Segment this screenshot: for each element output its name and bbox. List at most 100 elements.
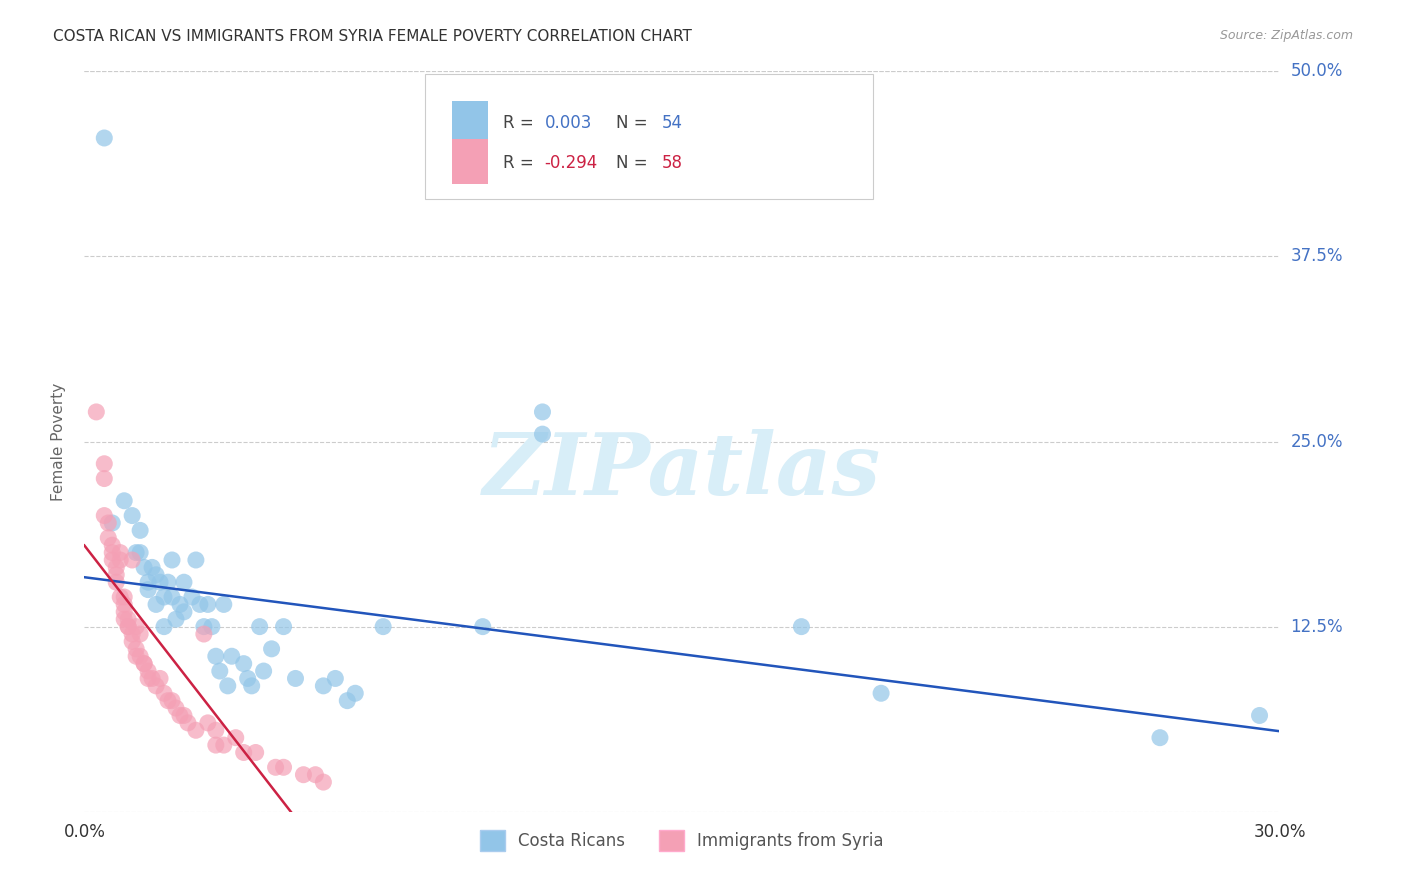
Point: [105, 575, 128, 590]
Point: [153, 590, 176, 604]
Point: [221, 649, 243, 664]
Point: [112, 598, 135, 612]
Text: ZIPatlas: ZIPatlas: [482, 429, 882, 513]
Point: [264, 760, 287, 774]
Point: [284, 672, 307, 686]
Point: [373, 619, 395, 633]
Point: [132, 560, 156, 574]
Text: 58: 58: [662, 154, 682, 172]
Point: [245, 746, 267, 760]
Point: [149, 672, 172, 686]
Point: [132, 657, 156, 671]
Point: [125, 641, 148, 656]
Text: 50.0%: 50.0%: [1291, 62, 1343, 80]
Point: [205, 723, 228, 738]
Point: [193, 627, 215, 641]
Point: [121, 508, 143, 523]
Point: [188, 598, 211, 612]
Point: [153, 686, 176, 700]
Point: [110, 590, 132, 604]
Point: [273, 619, 295, 633]
Point: [121, 627, 143, 641]
Point: [125, 649, 148, 664]
Point: [201, 619, 224, 633]
Text: 37.5%: 37.5%: [1291, 247, 1343, 266]
Point: [197, 715, 219, 730]
Y-axis label: Female Poverty: Female Poverty: [51, 383, 66, 500]
Text: -0.294: -0.294: [544, 154, 598, 172]
Point: [165, 701, 187, 715]
Point: [181, 590, 204, 604]
Point: [101, 553, 124, 567]
Point: [101, 516, 124, 530]
Point: [160, 590, 183, 604]
Point: [260, 641, 283, 656]
Point: [105, 560, 128, 574]
Point: [97, 516, 120, 530]
FancyBboxPatch shape: [453, 101, 488, 145]
Point: [344, 686, 367, 700]
Point: [225, 731, 247, 745]
Point: [153, 619, 176, 633]
Point: [86, 405, 108, 419]
Point: [136, 582, 159, 597]
Legend: Costa Ricans, Immigrants from Syria: Costa Ricans, Immigrants from Syria: [472, 822, 891, 859]
Point: [93, 457, 115, 471]
Text: N =: N =: [616, 154, 652, 172]
Point: [129, 524, 152, 538]
Point: [145, 598, 167, 612]
Point: [145, 567, 167, 582]
Point: [129, 627, 152, 641]
Point: [141, 560, 163, 574]
Point: [336, 694, 359, 708]
Point: [197, 598, 219, 612]
Point: [273, 760, 295, 774]
Point: [132, 657, 156, 671]
Text: COSTA RICAN VS IMMIGRANTS FROM SYRIA FEMALE POVERTY CORRELATION CHART: COSTA RICAN VS IMMIGRANTS FROM SYRIA FEM…: [53, 29, 692, 44]
Point: [232, 746, 254, 760]
Point: [157, 694, 180, 708]
Point: [117, 619, 139, 633]
Point: [129, 649, 152, 664]
Point: [177, 715, 200, 730]
Point: [184, 553, 207, 567]
Point: [101, 538, 124, 552]
Point: [205, 738, 228, 752]
Point: [136, 664, 159, 678]
Point: [149, 575, 172, 590]
Point: [208, 664, 231, 678]
Point: [117, 612, 139, 626]
Point: [212, 598, 235, 612]
Point: [125, 546, 148, 560]
Point: [157, 575, 180, 590]
Point: [870, 686, 893, 700]
Point: [292, 767, 315, 781]
Point: [1249, 708, 1271, 723]
Point: [531, 405, 554, 419]
Point: [304, 767, 326, 781]
Point: [184, 723, 207, 738]
Point: [312, 775, 335, 789]
Point: [93, 471, 115, 485]
Point: [193, 619, 215, 633]
Point: [240, 679, 263, 693]
FancyBboxPatch shape: [453, 139, 488, 184]
Point: [112, 590, 135, 604]
Point: [121, 553, 143, 567]
Point: [93, 508, 115, 523]
Point: [141, 672, 163, 686]
Point: [112, 612, 135, 626]
Point: [790, 619, 813, 633]
Point: [212, 738, 235, 752]
FancyBboxPatch shape: [425, 74, 873, 199]
Point: [173, 575, 195, 590]
Point: [253, 664, 276, 678]
Point: [129, 546, 152, 560]
Point: [112, 605, 135, 619]
Point: [125, 619, 148, 633]
Point: [173, 605, 195, 619]
Point: [169, 708, 191, 723]
Point: [249, 619, 271, 633]
Point: [136, 575, 159, 590]
Point: [112, 493, 135, 508]
